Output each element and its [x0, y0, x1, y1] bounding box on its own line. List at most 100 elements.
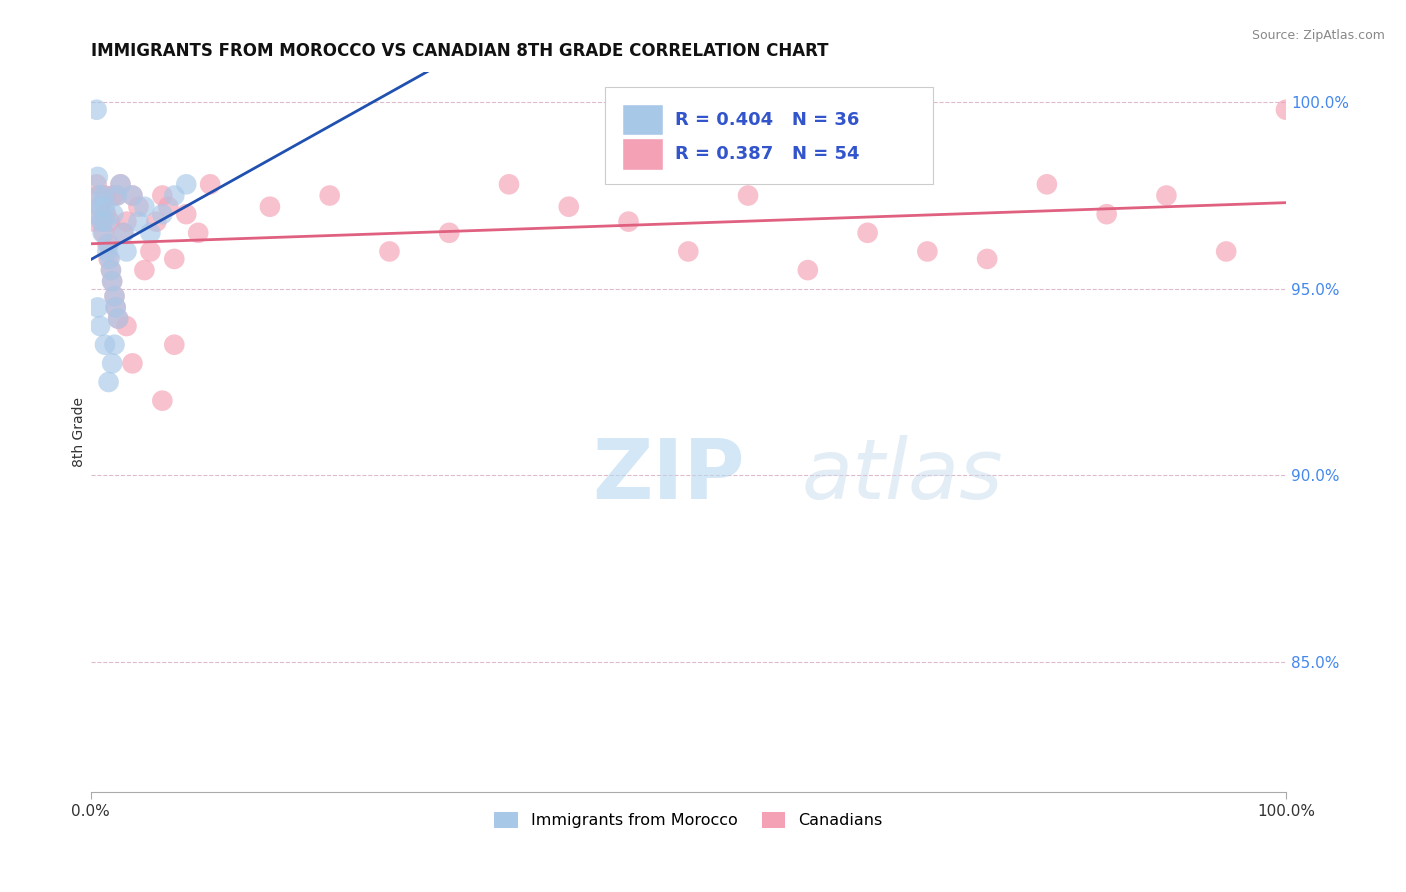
Point — [198, 178, 221, 192]
Text: IMMIGRANTS FROM MOROCCO VS CANADIAN 8TH GRADE CORRELATION CHART: IMMIGRANTS FROM MOROCCO VS CANADIAN 8TH … — [90, 42, 828, 60]
Point — [150, 207, 173, 221]
FancyBboxPatch shape — [623, 105, 664, 135]
Point — [101, 356, 124, 370]
Point — [101, 274, 124, 288]
Point — [96, 214, 118, 228]
Point — [94, 337, 117, 351]
Point — [90, 214, 112, 228]
Text: ZIP: ZIP — [593, 435, 745, 516]
Point — [93, 188, 115, 202]
Point — [91, 214, 114, 228]
Point — [139, 226, 162, 240]
Point — [134, 200, 156, 214]
Point — [174, 207, 197, 221]
Text: Source: ZipAtlas.com: Source: ZipAtlas.com — [1251, 29, 1385, 42]
Point — [797, 263, 820, 277]
Point — [163, 188, 186, 202]
Point — [115, 319, 138, 334]
Point — [100, 263, 122, 277]
Point — [163, 252, 186, 266]
Point — [97, 237, 120, 252]
Point — [101, 274, 124, 288]
Point — [737, 188, 759, 202]
Point — [98, 252, 121, 266]
Point — [87, 188, 110, 202]
Point — [1036, 178, 1059, 192]
Point — [83, 207, 105, 221]
Point — [107, 311, 129, 326]
Point — [150, 188, 173, 202]
Point — [134, 263, 156, 277]
Point — [87, 301, 110, 315]
Point — [174, 178, 197, 192]
Point — [103, 337, 125, 351]
Point — [115, 214, 138, 228]
Point — [96, 244, 118, 259]
Point — [1215, 244, 1237, 259]
Point — [91, 226, 114, 240]
Point — [856, 226, 879, 240]
Point — [110, 178, 132, 192]
Point — [104, 301, 127, 315]
Point — [145, 214, 167, 228]
Point — [97, 252, 120, 266]
Point — [259, 200, 281, 214]
Point — [105, 188, 128, 202]
Y-axis label: 8th Grade: 8th Grade — [73, 397, 86, 467]
FancyBboxPatch shape — [605, 87, 934, 184]
Point — [103, 207, 125, 221]
Point — [1156, 188, 1178, 202]
Point — [98, 214, 121, 228]
Point — [94, 188, 117, 202]
Point — [103, 289, 125, 303]
Point — [617, 214, 640, 228]
Point — [121, 188, 143, 202]
Text: R = 0.404   N = 36: R = 0.404 N = 36 — [675, 111, 859, 129]
Point — [121, 356, 143, 370]
Text: atlas: atlas — [801, 435, 1004, 516]
Point — [378, 244, 401, 259]
Point — [976, 252, 998, 266]
Point — [187, 226, 209, 240]
Point — [1275, 103, 1298, 117]
Point — [89, 319, 111, 334]
Point — [97, 375, 120, 389]
Point — [87, 188, 110, 202]
Point — [111, 226, 134, 240]
Point — [83, 214, 105, 228]
FancyBboxPatch shape — [623, 139, 664, 169]
Point — [105, 188, 128, 202]
Point — [1095, 207, 1118, 221]
Point — [87, 169, 110, 184]
Point — [107, 311, 129, 326]
Point — [103, 188, 125, 202]
Point — [110, 178, 132, 192]
Point — [439, 226, 461, 240]
Point — [93, 226, 115, 240]
Legend: Immigrants from Morocco, Canadians: Immigrants from Morocco, Canadians — [488, 805, 889, 835]
Point — [163, 337, 186, 351]
Point — [89, 200, 111, 214]
Point — [498, 178, 520, 192]
Point — [112, 226, 135, 240]
Point — [678, 244, 700, 259]
Point — [86, 178, 108, 192]
Point — [558, 200, 581, 214]
Point — [318, 188, 340, 202]
Point — [96, 207, 118, 221]
Point — [96, 237, 118, 252]
Point — [917, 244, 939, 259]
Point — [157, 200, 180, 214]
Point — [104, 301, 127, 315]
Point — [89, 200, 111, 214]
Point — [103, 289, 125, 303]
Point — [150, 393, 173, 408]
Text: R = 0.387   N = 54: R = 0.387 N = 54 — [675, 145, 859, 163]
Point — [121, 188, 143, 202]
Point — [100, 263, 122, 277]
Point — [127, 214, 149, 228]
Point — [139, 244, 162, 259]
Point — [115, 244, 138, 259]
Point — [94, 200, 117, 214]
Point — [86, 103, 108, 117]
